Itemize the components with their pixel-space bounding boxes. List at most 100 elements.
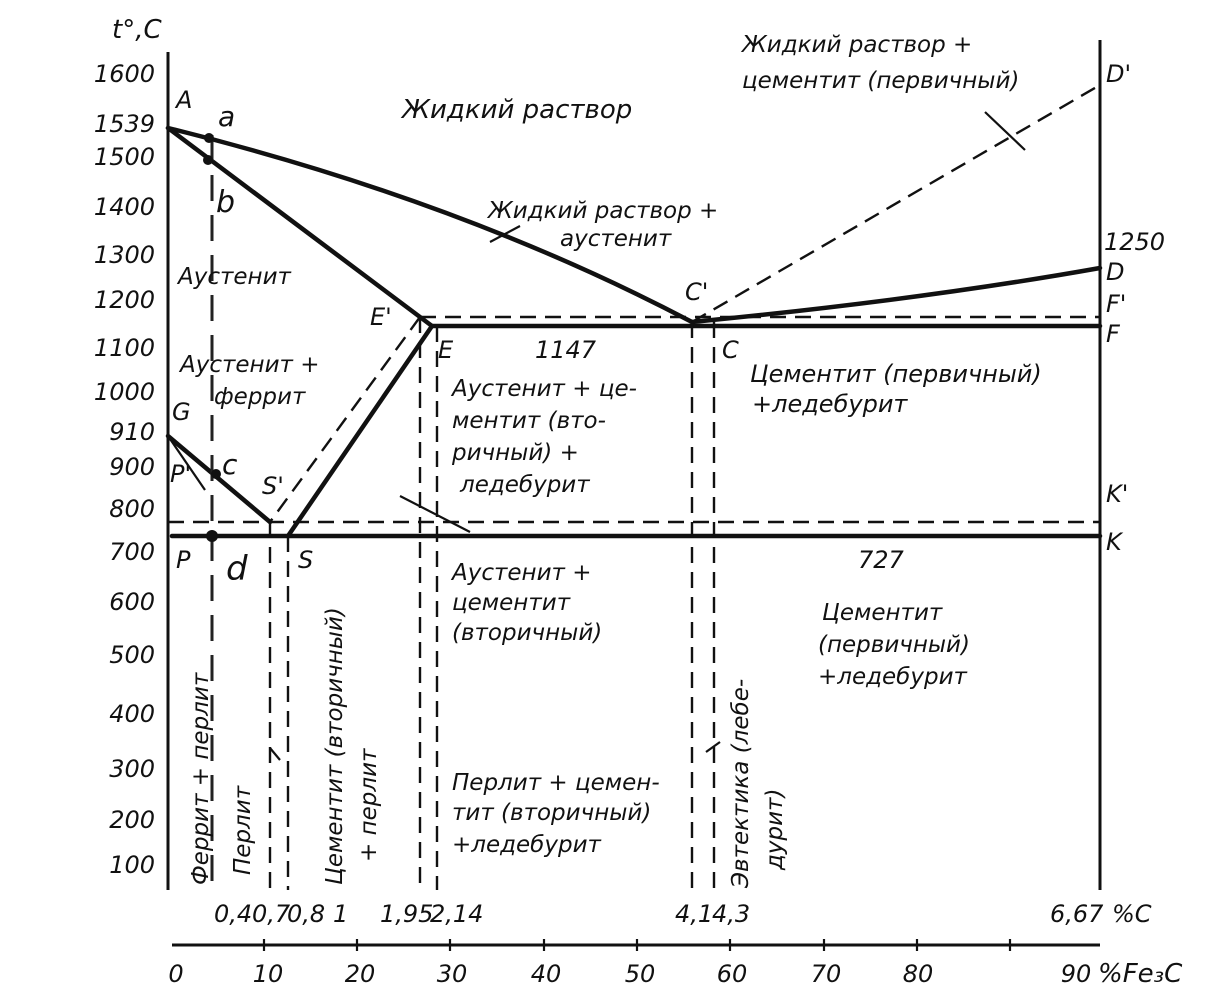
point-K: K	[1106, 528, 1124, 556]
fe3c-tick: 40	[531, 960, 562, 988]
liquidus-CD	[689, 265, 1103, 325]
y-tick: 1200	[94, 286, 155, 314]
region-eutectic-2: дурит)	[762, 789, 788, 871]
carbon-axis-tick-labels: 0,4 0,7 0,8 1 1,95 2,14 4,1 4,3 6,67 %C	[214, 900, 1152, 928]
y-tick: 1300	[94, 241, 155, 269]
y-tick: 900	[109, 453, 155, 481]
point-P-prime: P'	[170, 460, 191, 488]
dashed-CD-prime	[691, 83, 1101, 324]
y-tick: 1000	[94, 378, 155, 406]
fe3c-tick: 70	[811, 960, 842, 988]
region-cem-led-lower-2: (первичный)	[818, 632, 970, 658]
point-D-prime: D'	[1106, 60, 1131, 88]
y-tick: 1100	[94, 334, 155, 362]
point-K-prime: K'	[1106, 480, 1128, 508]
region-cem-led-upper-2: +ледебурит	[752, 390, 908, 418]
region-aus-cem-led-4: ледебурит	[459, 472, 590, 498]
region-pearlite: Перлит	[230, 785, 256, 875]
line-GS	[165, 433, 273, 525]
fe3c-tick: 80	[903, 960, 934, 988]
liquidus-AC	[165, 125, 695, 325]
region-aus-cem-1: Аустенит +	[450, 560, 592, 586]
y-tick: 500	[109, 641, 155, 669]
pencil-points	[203, 133, 221, 542]
region-cem-led-lower-1: Цементит	[822, 600, 943, 626]
region-liquid-austenite-2: аустенит	[560, 226, 672, 252]
region-liquid-cementite-1: Жидкий раствор +	[740, 32, 972, 58]
point-S-prime: S'	[262, 472, 284, 500]
c-tick: 0,4	[214, 900, 252, 928]
y-axis-tick-labels: 1600 1539 1500 1400 1300 1200 1100 1000 …	[94, 60, 155, 879]
fe3c-tick: 0	[168, 960, 183, 988]
region-austenite: Аустенит	[176, 264, 292, 290]
fe3c-tick: 50	[625, 960, 656, 988]
region-liquid: Жидкий раствор	[400, 95, 632, 125]
point-E-prime: E'	[370, 303, 392, 331]
y-tick: 100	[109, 851, 155, 879]
eutectoid-temp-label: 727	[858, 546, 905, 574]
fe3c-axis-tick-labels: 0 10 20 30 40 50 60 70 80 90	[168, 960, 1091, 988]
region-cem-pearlite-1: Цементит (вторичный)	[322, 607, 348, 885]
point-D: D	[1106, 258, 1124, 286]
region-aus-cem-led-3: ричный) +	[451, 440, 579, 466]
fe3c-tick: 30	[437, 960, 468, 988]
eutectic-temp-label: 1147	[535, 336, 597, 364]
line-GP	[167, 435, 206, 491]
point-S: S	[298, 546, 313, 574]
region-austenite-ferrite-2: феррит	[214, 384, 306, 410]
region-pear-cem-led-2: тит (вторичный)	[452, 800, 651, 826]
fe3c-tick: 20	[345, 960, 376, 988]
point-G: G	[172, 398, 191, 426]
region-eutectic-1: Эвтектика (лебе-	[728, 679, 754, 889]
region-ferrite-pearlite: Феррит + перлит	[188, 672, 214, 885]
y-tick: 1539	[94, 110, 155, 138]
dashed-E-prime-S-prime	[269, 316, 421, 523]
d-temp-label: 1250	[1104, 228, 1165, 256]
region-aus-cem-2: цементит	[452, 590, 571, 616]
region-pear-cem-led-3: +ледебурит	[452, 832, 602, 858]
point-C: C	[722, 336, 739, 364]
fe3c-tick: 60	[717, 960, 748, 988]
region-aus-cem-led-2: ментит (вто-	[452, 408, 606, 434]
point-a: a	[218, 100, 235, 133]
c-tick: 0,7	[252, 900, 291, 928]
y-tick: 200	[109, 806, 155, 834]
c-tick: 6,67	[1050, 900, 1104, 928]
region-liquid-austenite-1: Жидкий раствор +	[486, 198, 718, 224]
y-tick: 800	[109, 495, 155, 523]
region-aus-cem-led-1: Аустенит + це-	[450, 376, 637, 402]
c-tick: 0,8	[287, 900, 325, 928]
region-aus-cem-3: (вторичный)	[452, 620, 602, 646]
y-tick: 400	[109, 700, 155, 728]
fe3c-tick: 90	[1061, 960, 1092, 988]
c-tick: 1	[333, 900, 348, 928]
point-E: E	[438, 336, 454, 364]
c-tick: 4,1	[675, 900, 713, 928]
region-austenite-ferrite-1: Аустенит +	[178, 352, 320, 378]
region-labels: Жидкий раствор Жидкий раствор + цементит…	[176, 32, 1042, 889]
leader-lines	[269, 111, 1026, 761]
fe3c-tick: 10	[253, 960, 284, 988]
y-tick: 600	[109, 588, 155, 616]
point-c: c	[222, 448, 238, 481]
point-A: A	[174, 86, 192, 114]
c-axis-unit: %C	[1112, 900, 1152, 928]
region-liquid-cementite-2: цементит (первичный)	[742, 68, 1019, 94]
point-F: F	[1106, 320, 1121, 348]
point-C-prime: C'	[685, 278, 708, 306]
fe3c-axis-ticks	[262, 939, 1012, 951]
region-cem-led-lower-3: +ледебурит	[818, 664, 968, 690]
c-tick: 1,95	[380, 900, 433, 928]
y-tick: 1500	[94, 143, 155, 171]
c-tick: 4,3	[712, 900, 750, 928]
region-cem-pearlite-2: + перлит	[356, 748, 382, 862]
y-tick: 1600	[94, 60, 155, 88]
region-pear-cem-led-1: Перлит + цемен-	[452, 770, 660, 796]
y-tick: 910	[109, 418, 155, 446]
y-tick: 1400	[94, 193, 155, 221]
fe3c-axis-unit: %Fe₃C	[1098, 959, 1183, 989]
point-P: P	[176, 546, 191, 574]
solvus-ES	[285, 323, 435, 539]
y-tick: 700	[109, 538, 155, 566]
